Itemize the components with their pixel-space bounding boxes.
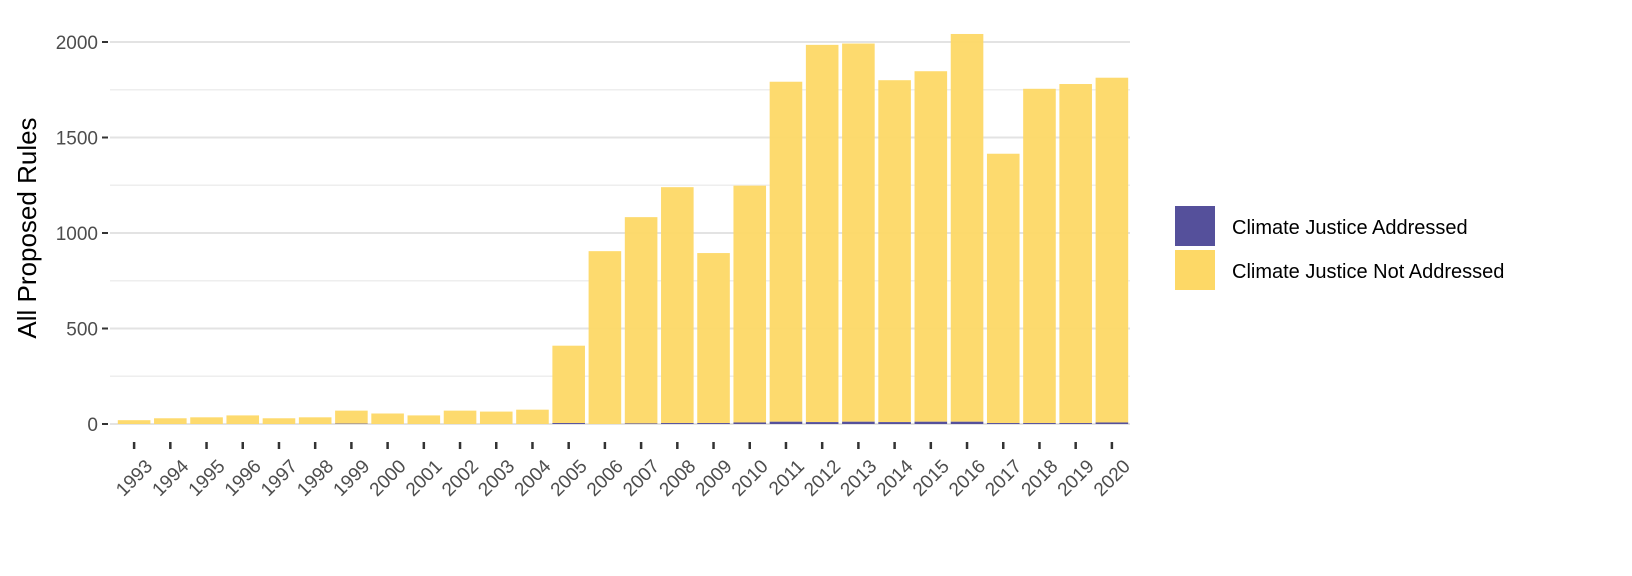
bar-not-addressed (117, 420, 151, 424)
x-tick-label: 1995 (185, 456, 230, 501)
x-axis-ticks: 1993199419951996199719981999200020012002… (112, 442, 1135, 501)
bar-not-addressed (878, 80, 911, 423)
x-tick-label: 2010 (728, 456, 773, 501)
x-tick-label: 2003 (474, 456, 519, 501)
bar-addressed (733, 422, 767, 424)
x-tick-label: 2004 (511, 456, 556, 501)
y-axis-ticks: 0 500 1000 1500 2000 (56, 33, 108, 436)
y-tick-label: 1000 (56, 224, 98, 245)
legend-key-not-addressed (1175, 250, 1215, 290)
x-tick-label: 2016 (945, 456, 990, 501)
bar-not-addressed (697, 253, 730, 424)
bar-addressed (914, 421, 948, 424)
bar-not-addressed (950, 33, 984, 422)
x-tick-label: 2019 (1054, 456, 1099, 501)
x-tick-label: 2005 (547, 456, 592, 501)
bar-not-addressed (914, 71, 948, 422)
bars (117, 33, 1129, 424)
legend-key-addressed (1175, 206, 1215, 246)
x-tick-label: 1998 (293, 456, 338, 501)
y-tick-label: 2000 (56, 33, 98, 54)
bar-not-addressed (733, 185, 767, 423)
bar-addressed (1023, 423, 1056, 424)
x-tick-label: 1996 (221, 456, 266, 501)
legend: Climate Justice Addressed Climate Justice… (1175, 206, 1504, 290)
x-tick-label: 1999 (330, 456, 375, 501)
y-tick-label: 500 (66, 320, 98, 341)
x-tick-label: 2007 (619, 456, 664, 501)
bar-not-addressed (661, 187, 694, 424)
bar-not-addressed (190, 417, 223, 424)
x-tick-label: 2011 (765, 456, 809, 500)
x-tick-label: 2020 (1090, 456, 1135, 501)
bar-not-addressed (769, 81, 803, 422)
x-tick-label: 2000 (366, 456, 411, 501)
bar-addressed (1059, 423, 1092, 424)
x-tick-label: 2002 (438, 456, 483, 501)
bar-not-addressed (552, 345, 585, 424)
bar-not-addressed (516, 409, 549, 424)
bar-not-addressed (588, 251, 622, 424)
bar-addressed (624, 423, 658, 424)
bar-not-addressed (986, 153, 1020, 424)
bar-addressed (950, 421, 984, 424)
x-tick-label: 2013 (837, 456, 882, 501)
x-tick-label: 2001 (402, 456, 447, 501)
bar-not-addressed (1095, 77, 1129, 423)
x-tick-label: 2017 (981, 456, 1026, 501)
bar-addressed (769, 421, 803, 424)
bar-addressed (842, 421, 875, 424)
x-tick-label: 2012 (800, 456, 845, 501)
bar-addressed (805, 422, 839, 424)
y-tick-label: 1500 (56, 129, 98, 150)
y-axis-label: All Proposed Rules (12, 117, 42, 338)
bar-not-addressed (1059, 84, 1092, 424)
x-tick-label: 1994 (149, 456, 194, 501)
x-tick-label: 1993 (112, 456, 157, 501)
bar-not-addressed (226, 415, 260, 424)
x-tick-label: 2018 (1018, 456, 1063, 501)
bar-not-addressed (842, 43, 875, 422)
x-tick-label: 1997 (257, 456, 302, 501)
bar-addressed (986, 423, 1020, 424)
bar-not-addressed (262, 418, 296, 424)
bar-addressed (552, 423, 585, 424)
x-tick-label: 2009 (692, 456, 737, 501)
legend-label: Climate Justice Not Addressed (1232, 261, 1504, 283)
bar-not-addressed (154, 418, 187, 424)
x-tick-label: 2008 (656, 456, 701, 501)
bar-not-addressed (335, 410, 368, 424)
bar-not-addressed (1023, 88, 1056, 424)
y-tick-label: 0 (87, 415, 98, 436)
bar-not-addressed (298, 417, 332, 424)
bar-addressed (878, 422, 911, 424)
bar-not-addressed (805, 44, 839, 423)
bar-addressed (661, 423, 694, 424)
bar-addressed (1095, 422, 1129, 424)
bar-not-addressed (407, 415, 441, 424)
bar-not-addressed (479, 411, 513, 424)
legend-label: Climate Justice Addressed (1232, 217, 1468, 239)
x-tick-label: 2015 (909, 456, 954, 501)
bar-not-addressed (371, 413, 404, 424)
bar-addressed (697, 423, 730, 424)
x-tick-label: 2006 (583, 456, 628, 501)
x-tick-label: 2014 (873, 456, 918, 501)
bar-not-addressed (624, 217, 658, 424)
bar-not-addressed (443, 410, 477, 424)
